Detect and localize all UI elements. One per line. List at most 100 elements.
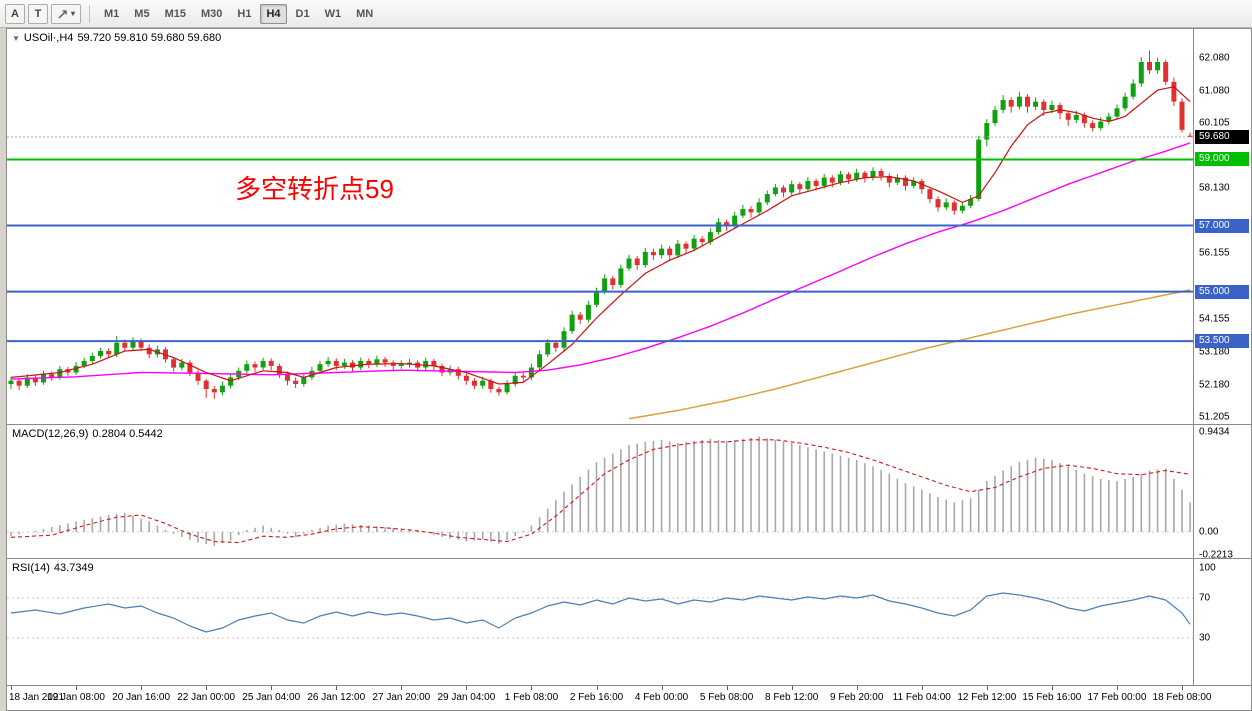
price-axis-label: 51.205 [1199,411,1230,423]
price-axis-label: 56.155 [1199,247,1230,259]
price-axis-label: 60.105 [1199,117,1230,129]
time-tick [336,686,338,690]
macd-chart-svg[interactable] [7,425,1193,558]
price-axis-label: 54.155 [1199,313,1230,325]
price-axis-label: 61.080 [1199,85,1230,97]
price-axis-label: 52.180 [1199,379,1230,391]
timeframe-button-m15[interactable]: M15 [164,7,186,20]
time-axis-label: 25 Jan 04:00 [242,692,301,703]
time-tick [856,686,858,690]
level-price-tag[interactable]: 57.000 [1195,218,1249,233]
text-tool-button[interactable]: T [28,3,48,24]
time-axis-label: 29 Jan 04:00 [437,692,496,703]
rsi-panel: RSI(14) 43.7349 100 70 30 [7,559,1251,686]
time-tick [986,686,988,690]
time-axis-label: 27 Jan 20:00 [372,692,431,703]
main-chart-panel: ▼ USOil·,H4 59.720 59.810 59.680 59.680 … [7,29,1251,425]
macd-axis-label: 0.00 [1199,526,1219,538]
price-axis-label: 62.080 [1199,52,1230,64]
rsi-chart-svg[interactable] [7,559,1193,685]
time-axis-label: 26 Jan 12:00 [307,692,366,703]
time-axis[interactable]: 18 Jan 2021 19 Jan 08:00 20 Jan 16:00 22 Ja… [7,686,1251,707]
macd-header: MACD(12,26,9) 0.2804 0.5442 [12,428,163,440]
top-toolbar: A T ▾ M1 M5 M15 M30 H1 H4 D1 W1 MN [0,0,1252,28]
text-tool-label: T [34,7,42,20]
rsi-axis-label: 30 [1199,632,1211,644]
time-tick [531,686,533,690]
current-price-tag: 59.680 [1195,129,1249,144]
time-axis-label: 12 Feb 12:00 [957,692,1017,703]
rsi-plot-area[interactable] [7,559,1194,685]
macd-plot-area[interactable] [7,425,1194,558]
arrow-mode-label: A [11,7,19,20]
timeframe-button-w1[interactable]: W1 [324,7,342,20]
time-axis-label: 11 Feb 04:00 [892,692,951,703]
time-tick [76,686,78,690]
macd-values: 0.2804 0.5442 [92,428,163,440]
time-tick [206,686,208,690]
macd-label: MACD(12,26,9) [12,428,89,440]
collapse-triangle-icon[interactable]: ▼ [12,33,20,43]
chevron-down-icon: ▾ [70,9,75,18]
time-axis-label: 8 Feb 12:00 [764,692,819,703]
macd-histogram [10,436,1191,546]
time-axis-label: 9 Feb 20:00 [830,692,884,703]
timeframe-button-d1[interactable]: D1 [295,7,310,20]
time-tick [466,686,468,690]
time-axis-label: 20 Jan 16:00 [112,692,171,703]
ma-mid-line [10,142,1191,380]
arrow-mode-button[interactable]: A [5,3,25,24]
timeframe-button-m30[interactable]: M30 [200,7,223,20]
time-tick [1116,686,1118,690]
price-axis-label: 53.180 [1199,346,1230,358]
ma-fast-line [10,86,1191,385]
time-axis-label: 22 Jan 00:00 [177,692,236,703]
rsi-value: 43.7349 [53,562,94,574]
macd-axis-label: 0.9434 [1199,426,1230,438]
time-axis-label: 18 Feb 08:00 [1152,692,1212,703]
macd-panel: MACD(12,26,9) 0.2804 0.5442 0.9434 0.00 -0… [7,425,1251,561]
timeframe-button-m5[interactable]: M5 [134,7,150,20]
ohlc-values: 59.720 59.810 59.680 59.680 [77,32,222,44]
main-price-axis[interactable]: 62.080 61.080 60.105 58.130 56.155 54.155 53.1… [1195,29,1251,424]
time-tick [271,686,273,690]
rsi-label: RSI(14) [12,562,50,574]
timeframe-button-h4[interactable]: H4 [260,3,287,24]
symbol-timeframe-label: USOil·,H4 [23,32,74,44]
time-tick [1051,686,1053,690]
line-tools-dropdown-button[interactable]: ▾ [51,3,81,24]
time-axis-label: 17 Feb 00:00 [1087,692,1147,703]
main-plot-area[interactable] [7,29,1194,424]
time-tick [596,686,598,690]
chart-window: ▼ USOil·,H4 59.720 59.810 59.680 59.680 … [6,28,1252,711]
time-axis-label: 19 Jan 08:00 [47,692,105,703]
rsi-line [10,592,1191,633]
time-tick [401,686,403,690]
time-tick [726,686,728,690]
rsi-axis-label: 100 [1199,562,1216,574]
time-tick [661,686,663,690]
price-axis-label: 58.130 [1199,182,1230,194]
time-tick [791,686,793,690]
main-chart-header: ▼ USOil·,H4 59.720 59.810 59.680 59.680 [12,32,221,44]
macd-axis[interactable]: 0.9434 0.00 -0.2213 [1195,425,1251,561]
chart-annotation-text[interactable]: 多空转折点59 [235,174,394,204]
rsi-axis-label: 70 [1199,592,1211,604]
trend-arrow-icon [57,8,69,20]
candlestick-chart-svg[interactable] [7,29,1193,424]
rsi-axis[interactable]: 100 70 30 [1195,559,1251,685]
time-axis-label: 18 Jan 2021 [9,692,65,703]
level-price-tag[interactable]: 59.000 [1195,152,1249,167]
macd-signal-line [10,439,1191,544]
timeframe-button-m1[interactable]: M1 [104,7,120,20]
level-price-tag[interactable]: 53.500 [1195,334,1249,349]
level-price-tag[interactable]: 55.000 [1195,284,1249,299]
timeframe-button-h1[interactable]: H1 [237,7,252,20]
timeframe-button-mn[interactable]: MN [356,7,374,20]
time-axis-label: 5 Feb 08:00 [699,692,754,703]
candles [8,50,1193,399]
ma-slow-line [628,289,1191,420]
time-axis-label: 2 Feb 16:00 [569,692,624,703]
rsi-header: RSI(14) 43.7349 [12,562,94,574]
